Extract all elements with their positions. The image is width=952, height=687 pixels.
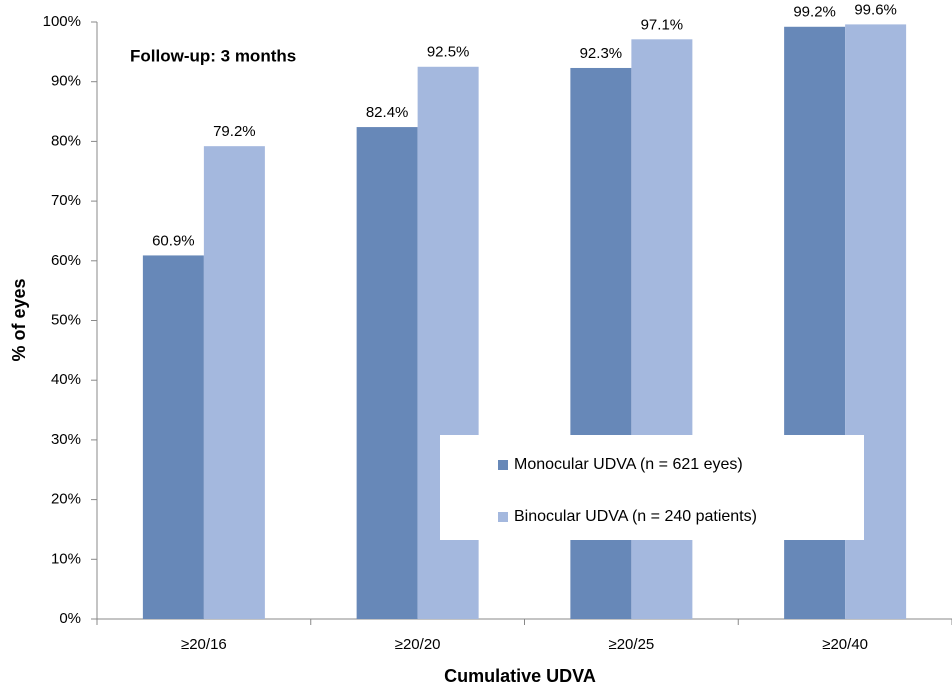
annotation: Follow-up: 3 months [130,46,296,65]
y-tick-label: 80% [51,132,81,149]
y-tick-label: 90% [51,73,81,90]
value-label: 99.2% [793,4,836,21]
bar [356,127,418,620]
value-label: 92.5% [427,44,470,61]
bar [203,146,265,619]
y-tick-label: 30% [51,431,81,448]
value-label: 92.3% [580,45,623,62]
y-tick-label: 70% [51,192,81,209]
y-tick-label: 50% [51,311,81,328]
value-label: 97.1% [641,16,684,33]
bar [142,255,204,619]
value-label: 82.4% [366,104,409,121]
legend-swatch [498,460,508,470]
value-label: 99.6% [854,1,897,18]
y-tick-label: 0% [59,610,81,627]
x-tick-label: ≥20/16 [181,636,227,653]
value-label: 60.9% [152,232,195,249]
y-tick-label: 60% [51,252,81,269]
y-tick-label: 100% [43,13,81,30]
y-tick-label: 40% [51,371,81,388]
x-tick-label: ≥20/20 [395,636,441,653]
legend-swatch [498,512,508,522]
value-label: 79.2% [213,123,256,140]
x-tick-label: ≥20/40 [822,636,868,653]
x-axis-title: Cumulative UDVA [444,666,596,686]
legend-label: Monocular UDVA (n = 621 eyes) [514,456,743,473]
y-axis-title: % of eyes [9,278,29,361]
legend-box [440,435,864,540]
y-tick-label: 20% [51,491,81,508]
x-tick-label: ≥20/25 [608,636,654,653]
legend-label: Binocular UDVA (n = 240 patients) [514,508,757,525]
y-tick-label: 10% [51,550,81,567]
